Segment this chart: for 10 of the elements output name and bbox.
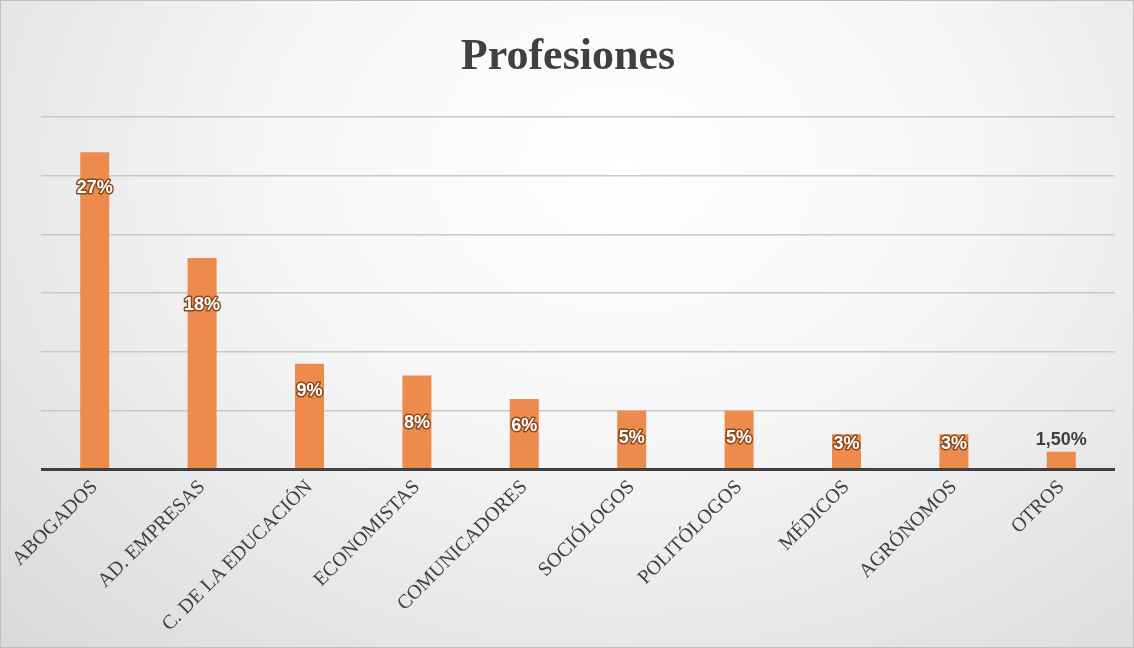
- data-label: 9%: [296, 379, 323, 400]
- data-label: 3%: [833, 433, 860, 454]
- data-label: 6%: [511, 414, 538, 435]
- data-label: 3%: [940, 433, 967, 454]
- data-label: 1,50%: [1035, 428, 1087, 449]
- data-label: 8%: [403, 411, 430, 432]
- chart-title: Profesiones: [459, 29, 677, 80]
- data-label: 5%: [726, 426, 753, 447]
- bar: [1046, 451, 1076, 469]
- data-label: 5%: [618, 426, 645, 447]
